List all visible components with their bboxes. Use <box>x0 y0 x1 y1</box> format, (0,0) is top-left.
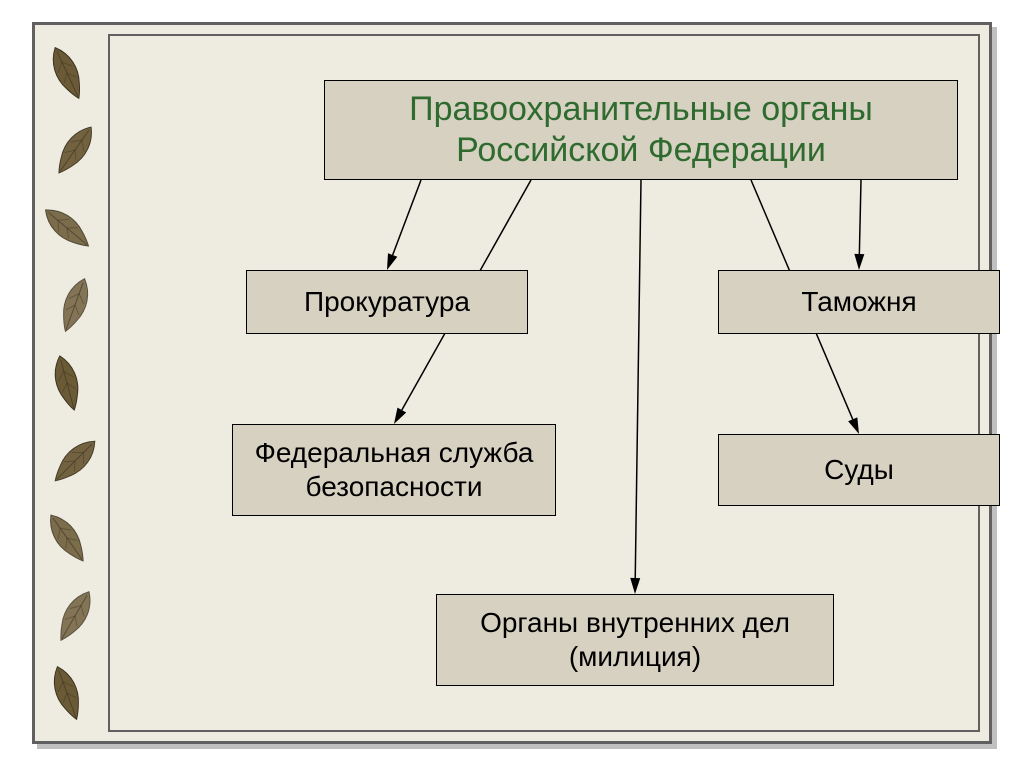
edge-line <box>859 180 861 254</box>
edge-arrowhead <box>630 578 640 594</box>
node-sud: Суды <box>718 434 1000 506</box>
leaf-icon <box>49 271 98 339</box>
edge-arrowhead <box>387 253 397 270</box>
node-prok: Прокуратура <box>246 270 528 334</box>
edge-arrowhead <box>848 417 859 434</box>
inner-frame: Правоохранительные органы Российской Фед… <box>108 34 980 732</box>
decorative-leaf-strip <box>44 34 98 732</box>
leaf-icon <box>44 196 98 261</box>
edge-arrowhead <box>394 408 406 424</box>
leaf-icon <box>44 38 95 107</box>
node-ovd: Органы внутренних дел (милиция) <box>436 594 834 686</box>
leaf-icon <box>45 581 98 650</box>
leaf-icon <box>44 427 98 493</box>
edge-line <box>635 180 641 578</box>
node-root: Правоохранительные органы Российской Фед… <box>324 80 958 180</box>
leaf-icon <box>44 504 98 573</box>
node-fsb: Федеральная служба безопасности <box>232 424 556 516</box>
edge-arrowhead <box>854 254 864 270</box>
node-tamo: Таможня <box>718 270 1000 334</box>
leaf-icon <box>44 659 93 727</box>
slide-canvas: Правоохранительные органы Российской Фед… <box>0 0 1024 767</box>
edge-line <box>393 180 421 255</box>
leaf-icon <box>44 350 91 417</box>
leaf-icon <box>44 116 98 185</box>
